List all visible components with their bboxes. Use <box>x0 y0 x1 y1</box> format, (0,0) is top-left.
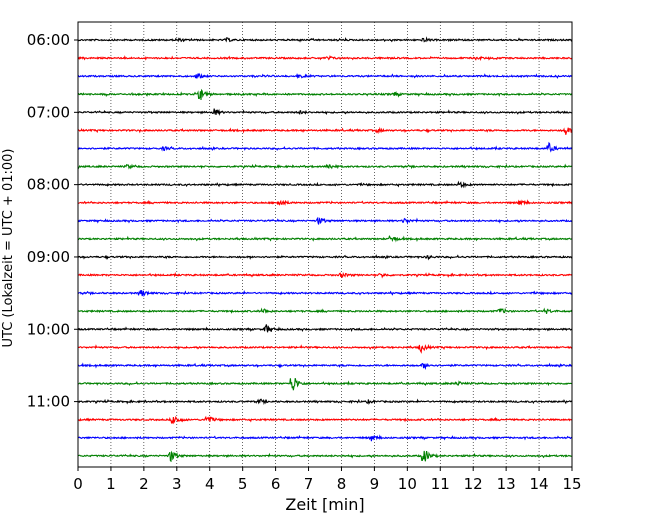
seismic-trace-0945 <box>77 307 573 314</box>
plot-frame <box>77 21 573 468</box>
seismic-trace-0815 <box>77 199 573 206</box>
y-tick-label: 11:00 <box>27 393 70 411</box>
y-tick-label: 08:00 <box>27 176 70 194</box>
seismic-trace-0730 <box>77 141 573 153</box>
x-tick-label: 5 <box>238 475 248 493</box>
x-tick-label: 1 <box>106 475 116 493</box>
seismic-trace-0915 <box>77 271 573 279</box>
helicorder-traces <box>77 36 573 463</box>
seismic-trace-1045 <box>77 377 572 391</box>
x-tick-label: 11 <box>431 475 450 493</box>
seismic-trace-0600 <box>77 36 573 43</box>
y-axis-ticks: 06:00 07:00 08:00 09:00 10:00 11:00 <box>27 31 78 411</box>
y-tick-label: 07:00 <box>27 103 70 121</box>
seismic-trace-0930 <box>77 290 573 298</box>
seismic-trace-1115 <box>77 415 572 425</box>
x-axis-ticks: 0 1 2 3 4 5 6 7 8 9 10 11 12 13 14 15 <box>73 467 582 493</box>
seismic-trace-0645 <box>77 88 573 100</box>
y-tick-label: 06:00 <box>27 31 70 49</box>
y-axis-label: UTC (Lokalzeit = UTC + 01:00) <box>1 149 16 348</box>
seismic-trace-1030 <box>77 362 572 370</box>
x-tick-label: 7 <box>304 475 314 493</box>
x-tick-label: 6 <box>271 475 281 493</box>
grid-lines <box>110 22 540 467</box>
x-tick-label: 15 <box>562 475 581 493</box>
y-tick-label: 09:00 <box>27 248 70 266</box>
x-axis-label: Zeit [min] <box>285 495 364 514</box>
x-tick-label: 9 <box>370 475 380 493</box>
seismic-trace-0700 <box>77 108 573 116</box>
x-tick-label: 14 <box>530 475 549 493</box>
x-tick-label: 13 <box>497 475 516 493</box>
seismic-trace-0900 <box>77 254 573 261</box>
x-tick-label: 10 <box>398 475 417 493</box>
x-tick-label: 12 <box>464 475 483 493</box>
seismic-trace-1015 <box>77 343 573 354</box>
x-tick-label: 8 <box>337 475 347 493</box>
seismic-trace-0715 <box>77 126 573 135</box>
y-tick-label: 10:00 <box>27 320 70 338</box>
seismic-trace-0845 <box>77 234 573 243</box>
x-tick-label: 4 <box>205 475 215 493</box>
seismic-trace-1000 <box>77 324 573 333</box>
x-tick-label: 0 <box>73 475 83 493</box>
x-tick-label: 3 <box>172 475 182 493</box>
seismic-trace-0615 <box>77 55 573 62</box>
seismic-trace-0830 <box>77 216 573 225</box>
seismic-trace-1145 <box>77 450 572 463</box>
seismic-trace-1100 <box>77 398 573 405</box>
seismic-trace-0630 <box>77 72 573 80</box>
seismic-trace-0800 <box>77 180 573 189</box>
x-tick-label: 2 <box>139 475 149 493</box>
seismic-trace-1130 <box>77 434 573 442</box>
seismic-trace-0745 <box>77 163 573 170</box>
